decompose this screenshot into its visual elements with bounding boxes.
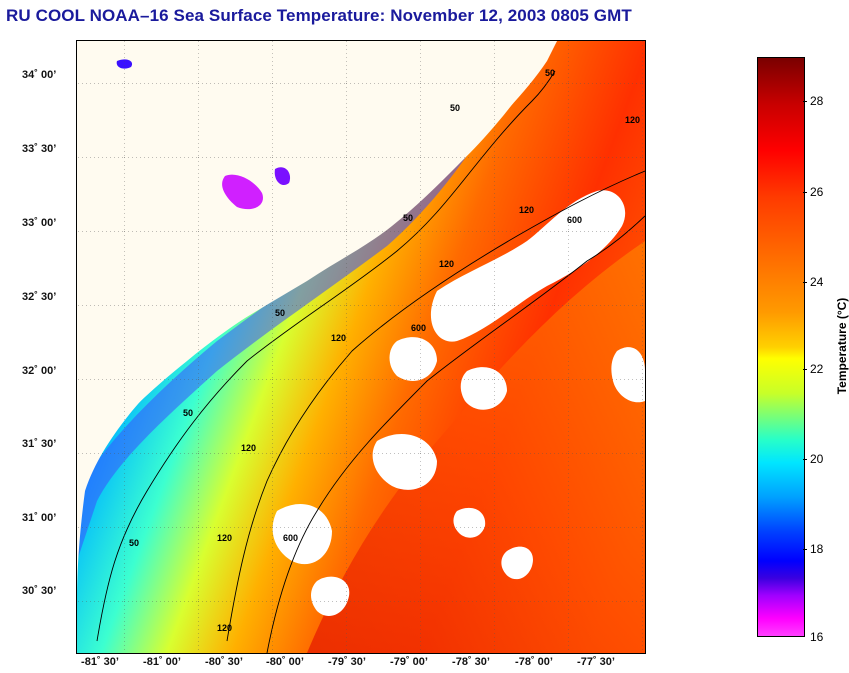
colorbar-tick-label: 22 [810,362,824,376]
lon-label-80-00: -80˚ 00’ [266,656,304,668]
lon-label-77-30: -77˚ 30’ [577,656,615,668]
colorbar-tick-label: 18 [810,542,824,556]
contour-label: 120 [217,623,232,633]
colorbar-tick [803,459,807,460]
colorbar-tick-label: 20 [810,452,824,466]
contour-label: 50 [545,68,555,78]
lon-label-78-30: -78˚ 30’ [452,656,490,668]
colorbar-tick [803,369,807,370]
lon-label-80-30: -80˚ 30’ [205,656,243,668]
contour-label: 50 [450,103,460,113]
contour-label: 50 [275,308,285,318]
lat-label-34-00: 34˚ 00’ [22,69,57,81]
temperature-colorbar [757,57,805,637]
lat-label-31-30: 31˚ 30’ [22,438,57,450]
contour-label: 600 [411,323,426,333]
colorbar-tick-label: 26 [810,185,824,199]
sst-map[interactable]: 50 50 50 50 50 50 120 120 120 120 120 12… [76,40,646,654]
colorbar-title: Temperature (°C) [835,297,849,395]
contour-label: 50 [403,213,413,223]
lat-label-33-30: 33˚ 30’ [22,143,57,155]
colorbar-tick-label: 28 [810,94,824,108]
contour-label: 120 [331,333,346,343]
colorbar-tick [803,549,807,550]
lat-label-32-30: 32˚ 30’ [22,291,57,303]
lon-label-79-00: -79˚ 00’ [390,656,428,668]
colorbar-tick [803,101,807,102]
lon-label-81-00: -81˚ 00’ [143,656,181,668]
colorbar-tick [803,192,807,193]
lon-label-78-00: -78˚ 00’ [515,656,553,668]
contour-label: 120 [217,533,232,543]
colorbar-tick-label: 24 [810,275,824,289]
contour-label: 600 [567,215,582,225]
contour-label: 120 [519,205,534,215]
contour-label: 120 [625,115,640,125]
contour-label: 50 [129,538,139,548]
colorbar-tick-label: 16 [810,630,824,644]
contour-label: 120 [241,443,256,453]
contour-label: 600 [283,533,298,543]
lon-label-81-30: -81˚ 30’ [81,656,119,668]
contour-label: 120 [439,259,454,269]
sst-map-image: 50 50 50 50 50 50 120 120 120 120 120 12… [77,41,645,653]
lat-label-31-00: 31˚ 00’ [22,512,57,524]
lat-label-32-00: 32˚ 00’ [22,365,57,377]
contour-label: 50 [183,408,193,418]
lat-label-33-00: 33˚ 00’ [22,217,57,229]
colorbar-tick [803,282,807,283]
map-title: RU COOL NOAA–16 Sea Surface Temperature:… [6,6,632,25]
lat-label-30-30: 30˚ 30’ [22,585,57,597]
lon-label-79-30: -79˚ 30’ [328,656,366,668]
